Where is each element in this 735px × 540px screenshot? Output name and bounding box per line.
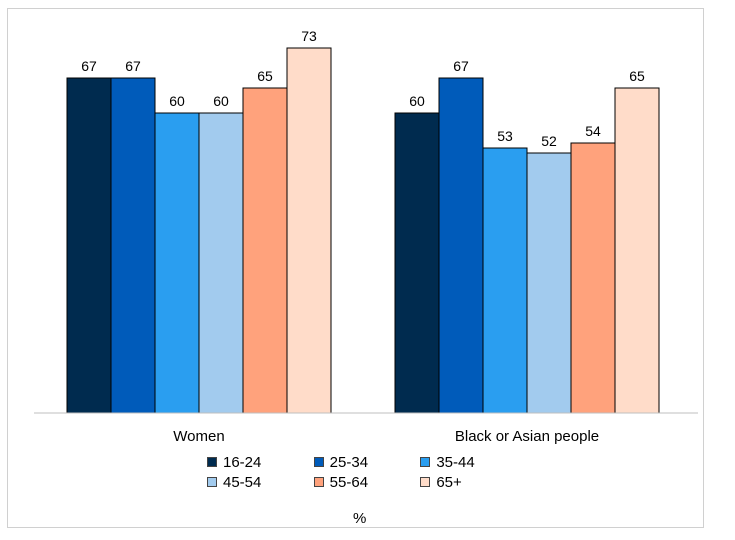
bar-0-3 [198,112,244,414]
data-label-1-2: 53 [497,128,513,144]
data-label-0-1: 67 [125,58,141,74]
bar-1-4 [570,142,616,414]
legend-swatch-0 [207,457,217,467]
category-label-0: Women [173,428,224,445]
category-labels-layer: Women Black or Asian people [173,428,599,445]
legend-swatch-2 [420,457,431,467]
bar-1-2 [482,147,528,414]
legend-label-5: 65+ [436,473,462,491]
data-label-1-5: 65 [629,68,645,84]
legend-swatch-4 [313,477,324,487]
bar-0-1 [110,77,156,414]
bar-0-5 [286,47,332,414]
data-label-0-4: 65 [257,68,273,84]
bar-0-2 [154,112,200,414]
x-axis-unit-label: % [353,510,367,527]
legend-label-2: 35-44 [436,453,475,471]
legend-label-3: 45-54 [223,473,262,491]
data-label-1-1: 67 [453,58,469,74]
legend-swatch-3 [207,477,217,487]
legend: 16-24 25-34 35-44 45-54 55-64 65+ [207,452,527,492]
data-label-0-2: 60 [169,93,185,109]
legend-item-3: 45-54 [207,474,314,491]
legend-item-1: 25-34 [313,453,421,471]
category-label-1: Black or Asian people [455,428,599,445]
data-label-1-4: 54 [585,123,601,139]
legend-label-4: 55-64 [329,473,369,491]
bars-layer [66,47,660,414]
legend-row: 45-54 55-64 65+ [207,472,527,492]
data-label-0-5: 73 [301,28,317,44]
bar-1-5 [614,87,660,414]
data-label-1-3: 52 [541,133,557,149]
legend-label-0: 16-24 [223,453,262,471]
legend-item-4: 55-64 [313,473,421,491]
bar-1-3 [526,152,572,414]
legend-item-0: 16-24 [207,454,314,471]
legend-row: 16-24 25-34 35-44 [207,452,527,472]
bar-1-0 [394,112,440,414]
legend-swatch-1 [313,457,324,467]
data-label-0-3: 60 [213,93,229,109]
bar-0-4 [242,87,288,414]
data-label-0-0: 67 [81,58,97,74]
legend-swatch-5 [420,477,431,487]
legend-item-2: 35-44 [420,454,527,471]
bar-1-1 [438,77,484,414]
legend-label-1: 25-34 [329,453,369,471]
legend-item-5: 65+ [420,474,527,491]
bar-0-0 [66,77,112,414]
data-label-1-0: 60 [409,93,425,109]
data-labels-layer: 67 67 60 60 65 73 60 67 53 52 54 65 [81,28,645,149]
